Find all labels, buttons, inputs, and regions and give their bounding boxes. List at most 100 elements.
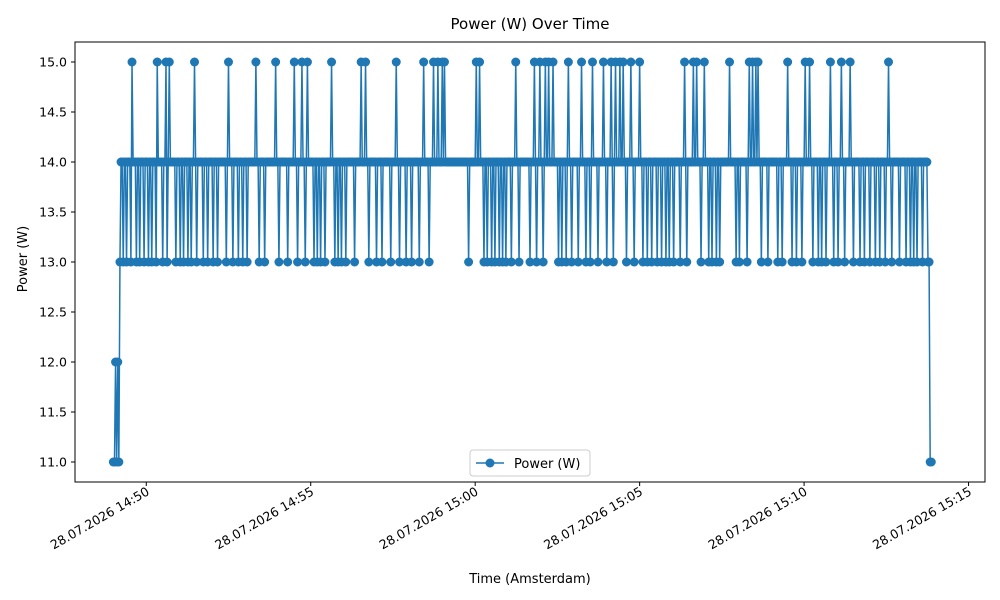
data-point [424, 257, 434, 267]
data-point [742, 257, 752, 267]
data-point [682, 257, 692, 267]
data-point [836, 57, 846, 67]
data-point [532, 257, 542, 267]
y-tick-label: 14.0 [39, 155, 67, 170]
data-point [821, 257, 831, 267]
data-point [419, 57, 429, 67]
data-point [293, 257, 303, 267]
data-point [692, 57, 702, 67]
data-point [894, 257, 904, 267]
data-point [880, 257, 890, 267]
data-point [300, 257, 310, 267]
data-point [696, 257, 706, 267]
data-point [506, 257, 516, 267]
data-point [618, 57, 628, 67]
data-point [763, 257, 773, 267]
data-point [151, 257, 161, 267]
data-point [585, 257, 595, 267]
data-point [756, 257, 766, 267]
y-tick-label: 12.0 [39, 355, 67, 370]
y-tick-label: 11.0 [39, 455, 67, 470]
data-point [567, 257, 577, 267]
data-point [548, 57, 558, 67]
data-point [563, 57, 573, 67]
data-point [621, 257, 631, 267]
data-point [364, 257, 374, 267]
data-point [538, 257, 548, 267]
data-point [845, 57, 855, 67]
data-point [511, 57, 521, 67]
y-tick-label: 11.5 [39, 405, 67, 420]
data-point [464, 257, 474, 267]
data-point [887, 257, 897, 267]
data-point [699, 57, 709, 67]
data-point [833, 257, 843, 267]
data-point [114, 457, 124, 467]
data-point [825, 57, 835, 67]
data-point [924, 257, 934, 267]
data-point [190, 57, 200, 67]
data-point [805, 57, 815, 67]
data-point [407, 257, 417, 267]
data-point [777, 257, 787, 267]
data-point [341, 257, 351, 267]
legend: Power (W) [469, 449, 591, 477]
data-point [680, 57, 690, 67]
legend-marker-swatch [485, 458, 495, 468]
y-tick-label: 13.0 [39, 255, 67, 270]
chart-title: Power (W) Over Time [451, 15, 610, 33]
data-point [395, 257, 405, 267]
data-point [587, 57, 597, 67]
data-point [715, 257, 725, 267]
x-tick-label: 28.07.2026 15:10 [705, 484, 809, 553]
data-point [797, 257, 807, 267]
data-point [361, 57, 371, 67]
x-tick-label: 28.07.2026 15:15 [870, 484, 974, 553]
data-point [734, 257, 744, 267]
y-tick-label: 15.0 [39, 55, 67, 70]
data-point [327, 57, 337, 67]
legend-box [469, 449, 591, 477]
data-point [377, 257, 387, 267]
data-point [221, 257, 231, 267]
data-point [926, 457, 936, 467]
data-point [475, 57, 485, 67]
data-point [152, 57, 162, 67]
data-point [577, 57, 587, 67]
x-tick-label: 28.07.2026 15:00 [377, 484, 481, 553]
y-tick-label: 13.5 [39, 205, 67, 220]
data-point [192, 257, 202, 267]
data-point [753, 57, 763, 67]
data-point [320, 257, 330, 267]
data-point [127, 57, 137, 67]
data-point [414, 257, 424, 267]
x-tick-label: 28.07.2026 14:50 [48, 484, 152, 553]
data-point [251, 57, 261, 67]
legend-entry-power: Power (W) [514, 457, 580, 472]
y-tick-label: 14.5 [39, 105, 67, 120]
x-tick-label: 28.07.2026 14:55 [212, 484, 316, 553]
data-point [514, 257, 524, 267]
data-point [525, 257, 535, 267]
x-axis-ticks: 28.07.2026 14:50 28.07.2026 14:55 28.07.20… [48, 482, 974, 552]
data-point [271, 57, 281, 67]
data-point [725, 57, 735, 67]
data-point [260, 257, 270, 267]
data-point [573, 257, 583, 267]
data-point [386, 257, 396, 267]
data-point [164, 57, 174, 67]
plot-area [108, 57, 936, 467]
data-point [783, 57, 793, 67]
data-point [213, 257, 223, 267]
data-point [602, 257, 612, 267]
data-point [922, 157, 932, 167]
data-point [302, 57, 312, 67]
data-point [598, 57, 608, 67]
data-point [840, 257, 850, 267]
data-point [223, 57, 233, 67]
data-point [350, 257, 360, 267]
data-point [391, 57, 401, 67]
y-axis-ticks: 11.0 11.5 12.0 12.5 13.0 13.5 14.0 14.5 15.0 [39, 55, 75, 470]
data-point [848, 257, 858, 267]
